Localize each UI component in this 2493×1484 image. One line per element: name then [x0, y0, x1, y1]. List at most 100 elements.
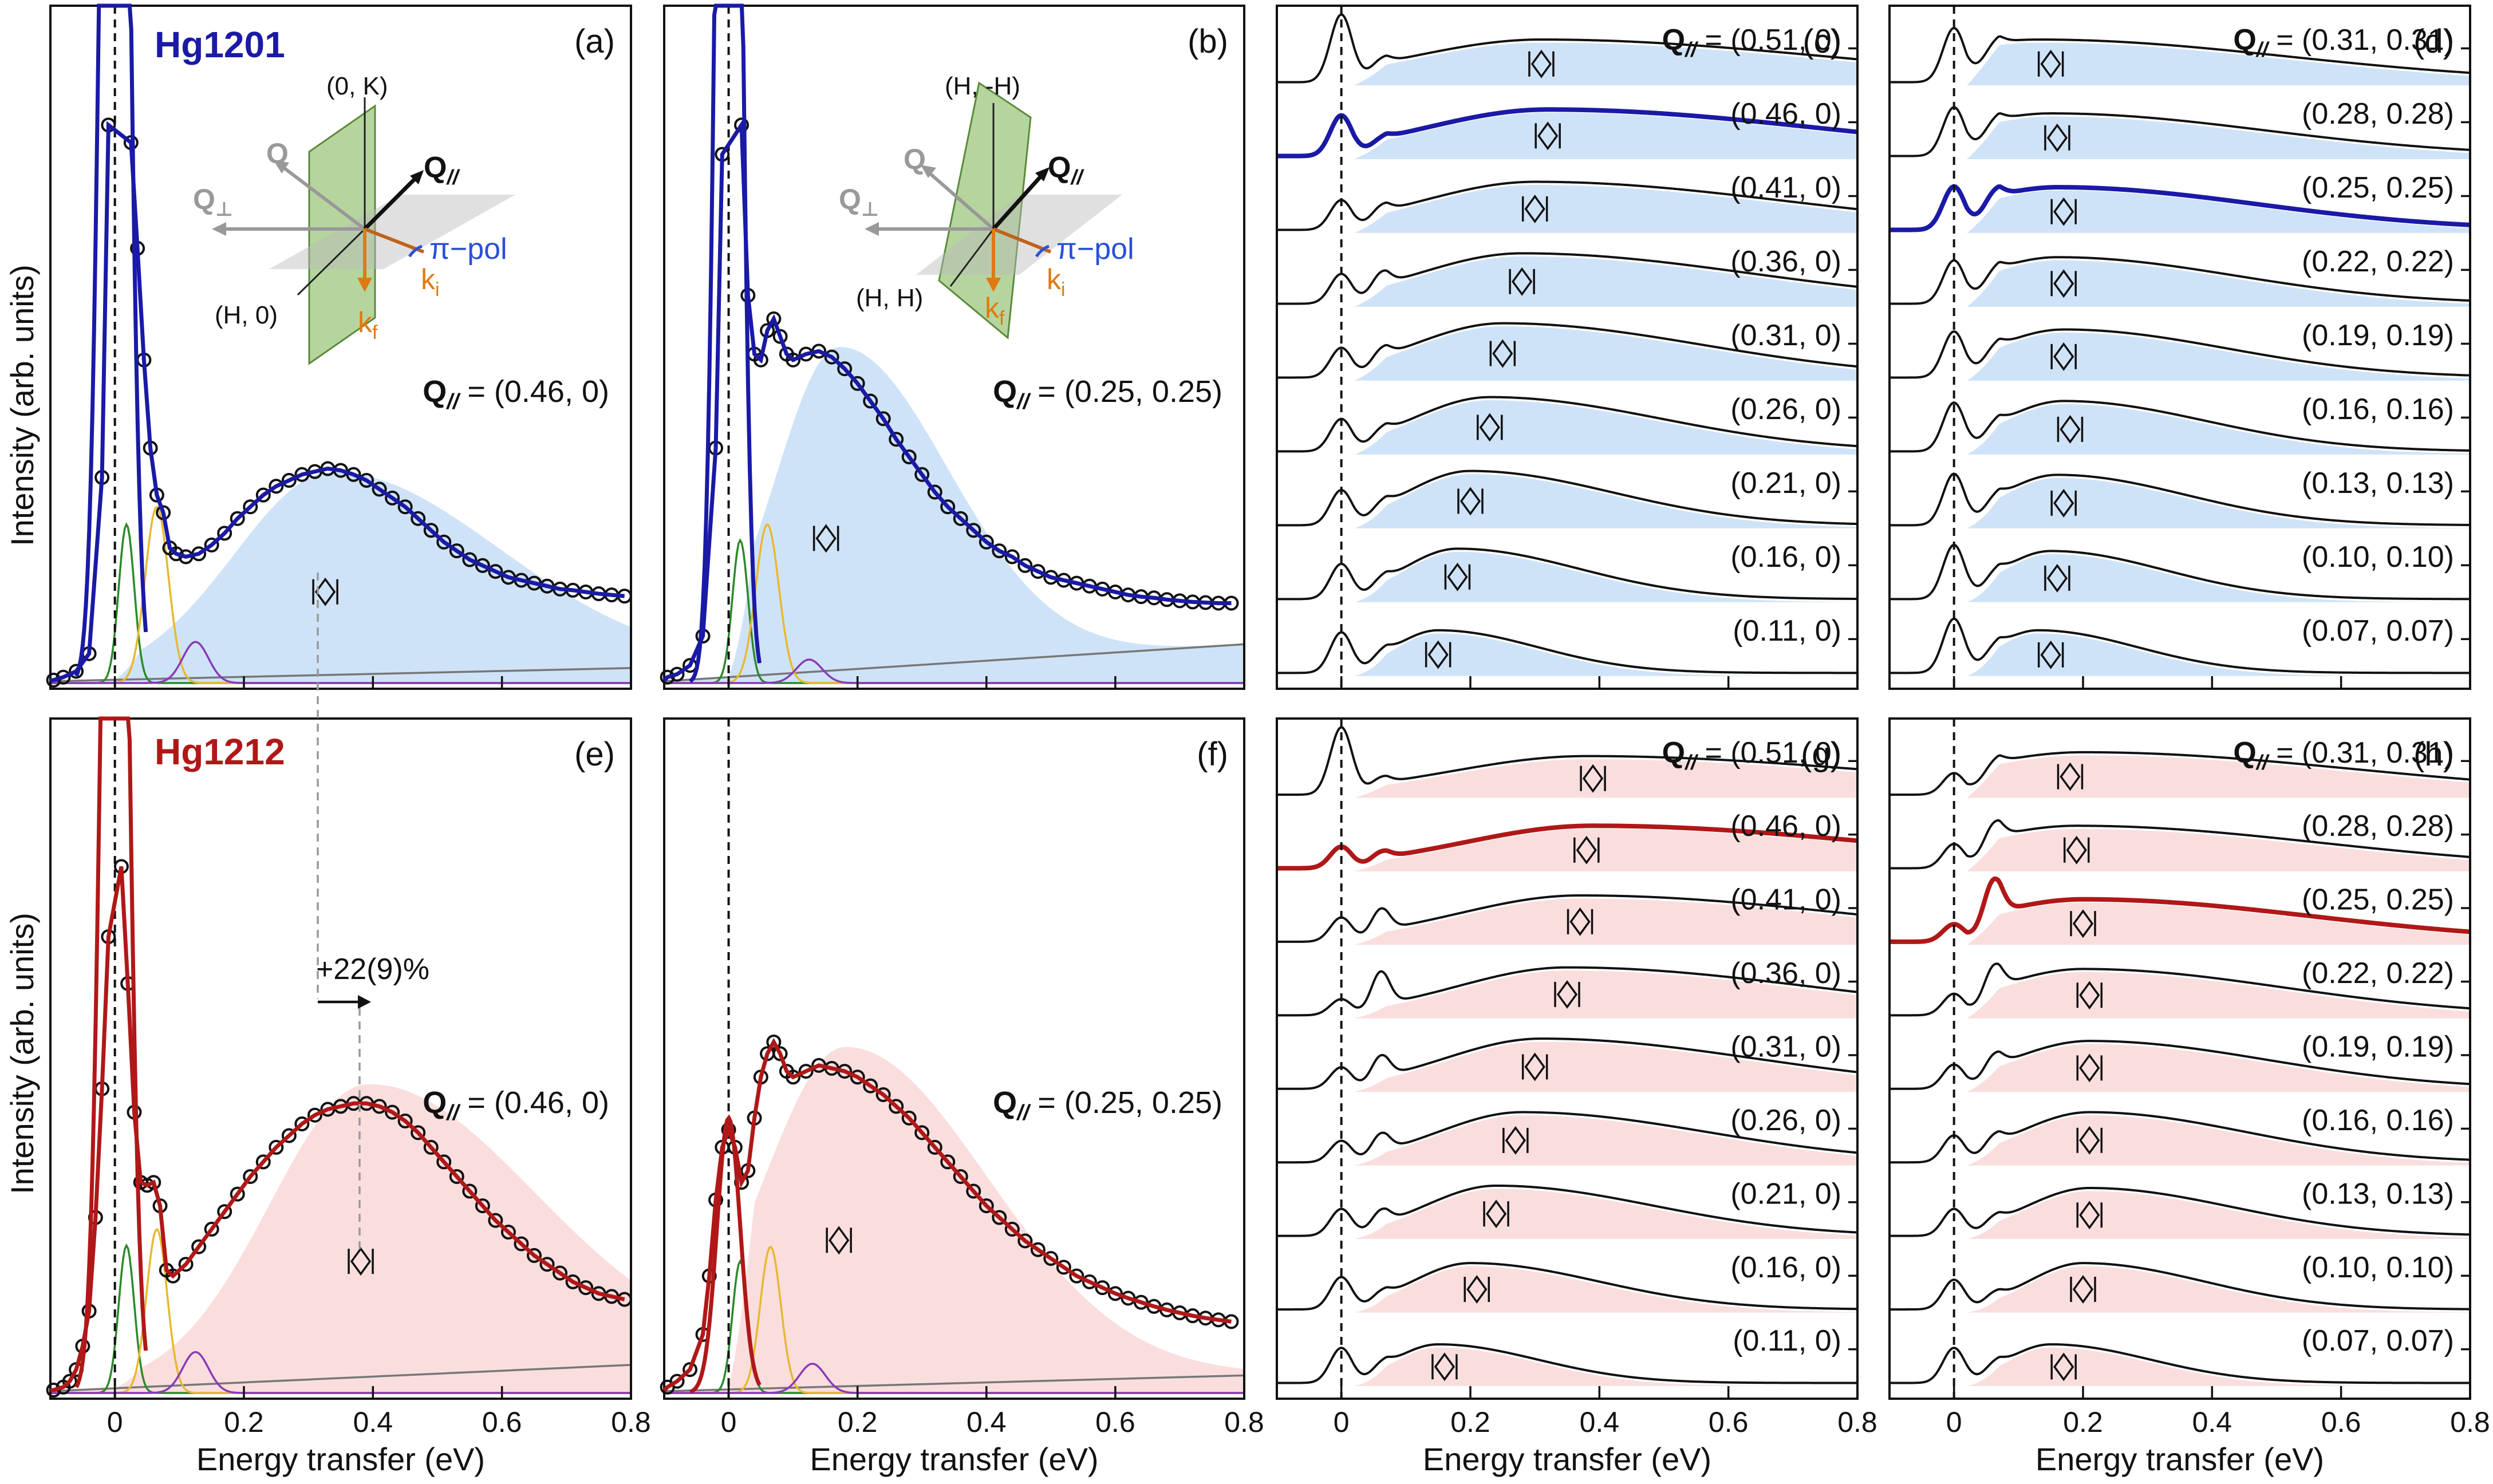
data-point	[553, 1265, 568, 1281]
bimagnon-curve	[664, 1363, 1244, 1394]
trace-line	[1277, 13, 1858, 84]
data-point	[165, 1268, 181, 1284]
spectrum-trace: (0.25, 0.25)	[1890, 876, 2471, 945]
trace-line	[1277, 469, 1858, 527]
inset-a-axis-left: (H, 0)	[215, 301, 278, 329]
trace-q-label: (0.41, 0)	[1730, 883, 1841, 917]
x-tick-label: 0.6	[1095, 1406, 1135, 1438]
data-point	[901, 449, 917, 464]
data-point	[230, 511, 245, 526]
data-point	[669, 1374, 685, 1389]
q-parallel-label: Q// = (0.25, 0.25)	[993, 1086, 1222, 1125]
spectrum-trace: (0.19, 0.19)	[1890, 1031, 2471, 1092]
trace-line	[1890, 1262, 2471, 1311]
paramagnon-marker	[2044, 123, 2070, 152]
marker-diamond	[815, 524, 837, 553]
data-point	[1082, 1274, 1097, 1289]
paramagnon-fill	[1967, 477, 2470, 528]
panel-label: (b)	[1188, 23, 1228, 60]
q-subscript: //	[1684, 38, 1699, 61]
data-point	[230, 1186, 245, 1202]
paramagnon-marker	[2050, 342, 2077, 371]
x-tick-label: 0.4	[2192, 1406, 2232, 1438]
data-point	[411, 511, 426, 526]
panel-e: 0 0.2 0.4 0.6 0.8 Energy transfer (eV) (e) Q// …	[46, 716, 651, 1477]
data-point	[1069, 1268, 1084, 1284]
spectrum-trace: (0.07, 0.07)	[1890, 614, 2470, 676]
trace-q-label: (0.28, 0.28)	[2302, 810, 2454, 843]
data-point	[927, 484, 942, 500]
spectrum-trace: (0.13, 0.13)	[1890, 1177, 2471, 1240]
paramagnon-fill	[1354, 400, 1857, 455]
data-point	[850, 1069, 865, 1085]
paramagnon-fill	[1354, 970, 1857, 1019]
inset-b-q-parallel: Q//	[1048, 151, 1084, 189]
trace-line	[1890, 256, 2471, 305]
data-point	[979, 534, 994, 550]
paramagnon-marker	[2076, 981, 2103, 1010]
paramagnon-fill	[1354, 1347, 1857, 1386]
data-point	[953, 1169, 968, 1184]
sample-plane	[938, 81, 1032, 340]
marker-diamond	[314, 577, 336, 606]
spectrum-trace: (0.41, 0)	[1277, 171, 1858, 233]
inset-b-axis-top: (H, -H)	[945, 72, 1020, 100]
plot-frame	[1888, 5, 2471, 690]
shift-annotation: +22(9)%	[316, 573, 429, 1251]
data-point	[475, 558, 490, 573]
paramagnon-marker	[312, 577, 338, 606]
data-point	[255, 1154, 271, 1170]
data-point	[269, 479, 284, 494]
data-point	[837, 361, 853, 377]
q-perp-arrowhead	[212, 222, 226, 236]
trace-q-label: (0.16, 0.16)	[2302, 393, 2454, 426]
marker-diamond	[1427, 640, 1449, 669]
spectrum-trace: (0.16, 0)	[1277, 540, 1858, 602]
q-subscript: //	[2255, 751, 2270, 774]
sample-plane	[308, 104, 376, 365]
data-point	[875, 1087, 891, 1102]
data-point	[940, 1154, 956, 1170]
spectrum-trace: (0.31, 0)	[1277, 1031, 1858, 1092]
trace-q-label: (0.07, 0.07)	[2302, 614, 2454, 648]
spectrum-trace: (0.46, 0)	[1277, 97, 1858, 159]
data-point	[217, 1204, 232, 1219]
q-value: = (0.51, 0)	[1697, 736, 1841, 769]
plot-frame	[49, 717, 632, 1400]
marker-diamond	[2079, 1053, 2100, 1083]
paramagnon-fill	[664, 1047, 1244, 1393]
q-symbol: Q	[993, 374, 1017, 409]
data-point	[488, 564, 503, 579]
trace-q-label: (0.26, 0)	[1730, 393, 1841, 426]
trace-q-label: Q// = (0.51, 0)	[1662, 23, 1841, 61]
marker-diamond	[828, 1226, 850, 1255]
marker-diamond	[2079, 1126, 2100, 1155]
q-symbol: Q	[1662, 736, 1685, 769]
x-axis-label: Energy transfer (eV)	[196, 1441, 485, 1477]
spectrum-trace: (0.11, 0)	[1277, 1324, 1857, 1386]
panel-g: Q// = (0.51, 0) (0.46, 0) (0.41, 0) (0.36, …	[1276, 717, 1877, 1477]
paramagnon-fill	[1354, 1041, 1857, 1092]
paramagnon-marker	[1528, 49, 1555, 78]
inset-b-axis-left: (H, H)	[856, 284, 923, 312]
inset-b-ki: ki	[1047, 263, 1066, 301]
data-point	[462, 552, 478, 567]
trace-q-label: (0.16, 0.16)	[2302, 1104, 2454, 1137]
marker-diamond	[1492, 339, 1513, 368]
data-point	[565, 1274, 581, 1289]
plot-frame	[49, 5, 632, 690]
spectrum-trace: (0.16, 0.16)	[1890, 393, 2471, 455]
data-point	[824, 349, 839, 365]
panel-b: (b)Q// = (0.25, 0.25)	[660, 3, 1245, 690]
marker-diamond	[2053, 342, 2074, 371]
paramagnon-marker	[1483, 1199, 1509, 1229]
ki-arrow	[992, 227, 1052, 254]
highlighted-trace-line	[1277, 107, 1858, 159]
data-point	[914, 467, 930, 482]
paramagnon-fill	[1967, 1347, 2470, 1386]
paramagnon-marker	[2037, 640, 2064, 669]
spectrum-trace: Q// = (0.51, 0)	[1277, 725, 1858, 798]
paramagnon-marker	[1477, 413, 1503, 442]
marker-diamond	[1505, 1126, 1526, 1155]
inset-a-q: Q	[266, 137, 289, 169]
